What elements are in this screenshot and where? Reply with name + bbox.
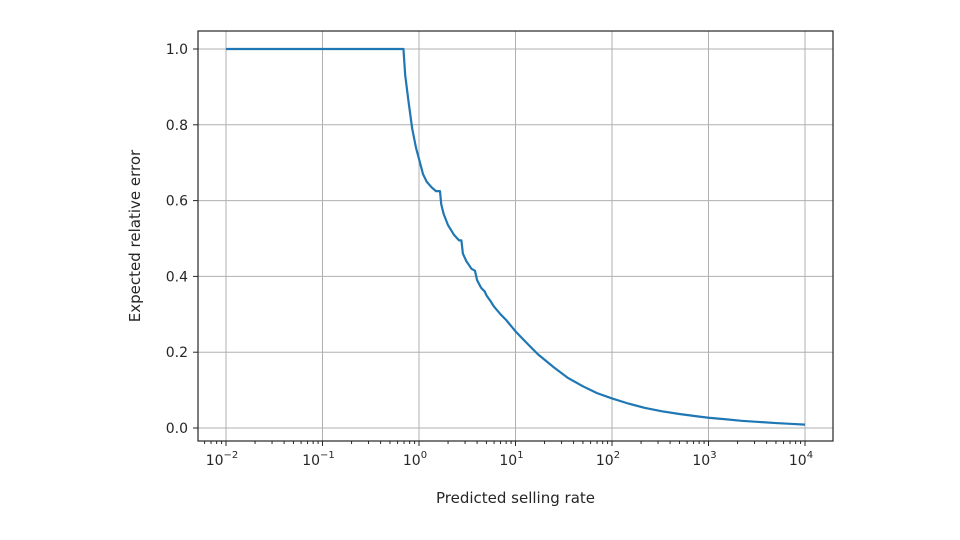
y-axis-label: Expected relative error [126, 149, 144, 322]
y-tick-label: 0.8 [166, 118, 188, 134]
y-tick-label: 0.0 [166, 421, 188, 437]
x-tick-label: 10−1 [302, 450, 335, 469]
x-tick-label: 102 [596, 450, 620, 469]
x-tick-label: 103 [692, 450, 716, 469]
plot-frame [197, 30, 834, 442]
x-tick-label: 10−2 [206, 450, 239, 469]
x-tick-label: 100 [403, 450, 427, 469]
grid [198, 31, 833, 441]
x-tick-label: 104 [789, 450, 813, 469]
x-axis-label: Predicted selling rate [436, 489, 595, 507]
x-tick-label: 101 [499, 450, 523, 469]
axis-ticks: 10−2 10−1 100 101 102 103 104 0.0 0.2 0.4 0.6 0.8 1.… [166, 42, 813, 469]
series-line [226, 47, 806, 426]
y-tick-label: 1.0 [166, 42, 188, 58]
y-tick-label: 0.2 [166, 345, 188, 361]
y-tick-label: 0.4 [166, 269, 188, 285]
series-layer [226, 47, 806, 426]
y-tick-label: 0.6 [166, 194, 188, 210]
